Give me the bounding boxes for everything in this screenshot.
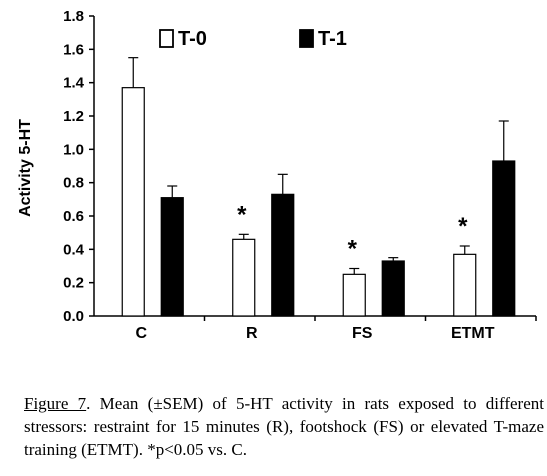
y-tick-label: 1.0 bbox=[63, 141, 84, 158]
significance-asterisk: * bbox=[458, 213, 468, 240]
figure-label: Figure 7 bbox=[24, 394, 87, 413]
legend-label-t-0: T-0 bbox=[178, 28, 207, 50]
y-tick-label: 0.6 bbox=[63, 208, 84, 225]
bar-t-0 bbox=[453, 253, 477, 317]
y-tick-label: 1.4 bbox=[63, 75, 85, 92]
bar-chart: Activity 5-HT 0.0 0.2 0.4 0.6 0.8 1.0 1.2 1.4 1.… bbox=[17, 8, 537, 342]
bar-t-1 bbox=[160, 197, 184, 317]
bar-t-0 bbox=[232, 238, 256, 317]
significance-asterisk: * bbox=[348, 236, 358, 263]
y-tick-label: 0.4 bbox=[63, 241, 85, 258]
y-axis-ticks: 0.0 0.2 0.4 0.6 0.8 1.0 1.2 1.4 1.6 1.8 bbox=[63, 8, 94, 325]
x-category-label: FS bbox=[352, 325, 373, 342]
legend-swatch-t-0 bbox=[159, 29, 174, 48]
bars bbox=[121, 57, 516, 317]
x-category-label: R bbox=[246, 325, 258, 342]
y-tick-label: 1.6 bbox=[63, 41, 84, 58]
x-category-label: C bbox=[135, 325, 147, 342]
legend: T-0 T-1 bbox=[159, 28, 347, 50]
significance-asterisk: * bbox=[237, 201, 247, 228]
y-axis-title: Activity 5-HT bbox=[17, 119, 34, 217]
y-tick-label: 0.8 bbox=[63, 175, 84, 192]
bar-t-0 bbox=[342, 273, 366, 317]
bar-t-1 bbox=[271, 193, 295, 317]
figure-caption: Figure 7. Mean (±SEM) of 5-HT activity i… bbox=[24, 392, 544, 461]
bar-t-1 bbox=[492, 160, 516, 317]
caption-text: . Mean (±SEM) of 5-HT activity in rats e… bbox=[24, 394, 544, 459]
y-tick-label: 0.2 bbox=[63, 275, 84, 292]
bar-t-0 bbox=[121, 87, 145, 317]
y-tick-label: 1.8 bbox=[63, 8, 84, 25]
significance-marks: * * * bbox=[237, 201, 468, 262]
legend-swatch-t-1 bbox=[299, 29, 314, 48]
legend-label-t-1: T-1 bbox=[318, 28, 347, 50]
y-tick-label: 1.2 bbox=[63, 108, 84, 125]
bar-t-1 bbox=[381, 260, 405, 317]
y-tick-label: 0.0 bbox=[63, 308, 84, 325]
x-category-label: ETMT bbox=[451, 325, 495, 342]
x-axis-categories: C R FS ETMT bbox=[135, 316, 537, 342]
